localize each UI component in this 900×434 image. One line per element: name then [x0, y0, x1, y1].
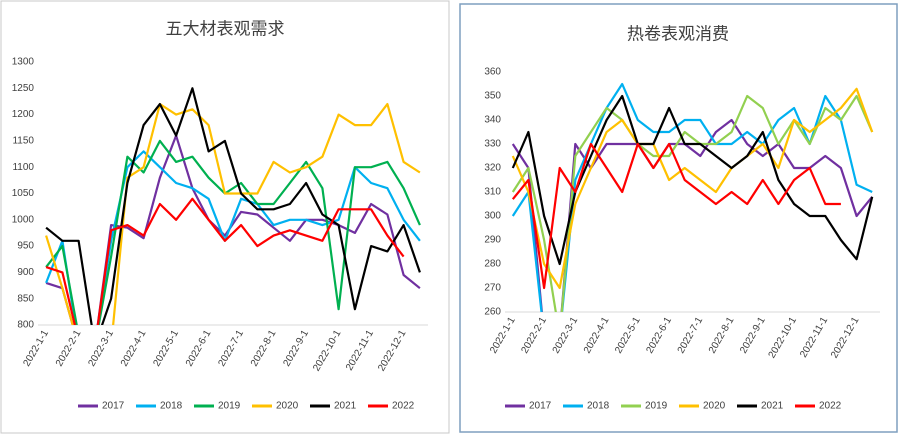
legend-label: 2021 [761, 401, 784, 412]
legend-label: 2020 [703, 401, 726, 412]
chart-title: 五大材表观需求 [166, 19, 285, 38]
y-tick-label: 310 [484, 187, 501, 198]
y-tick-label: 1100 [12, 162, 34, 173]
y-tick-label: 950 [17, 241, 34, 252]
legend-label: 2018 [160, 401, 183, 412]
y-tick-label: 290 [484, 235, 501, 246]
series-line [45, 150, 421, 325]
legend-label: 2022 [819, 401, 842, 412]
legend-label: 2019 [645, 401, 668, 412]
y-tick-label: 260 [484, 307, 501, 318]
y-tick-label: 360 [484, 67, 501, 78]
series-line [45, 139, 421, 325]
chart-title: 热卷表观消费 [627, 24, 729, 43]
series-line [45, 87, 421, 325]
y-tick-label: 800 [17, 320, 34, 331]
series-line [45, 197, 405, 325]
y-tick-label: 330 [484, 139, 501, 150]
y-tick-label: 1050 [12, 188, 35, 199]
y-tick-label: 1200 [12, 109, 35, 120]
legend-label: 2022 [392, 401, 415, 412]
legend-label: 2017 [102, 401, 125, 412]
series-line [511, 87, 874, 290]
y-tick-label: 900 [17, 267, 34, 278]
y-tick-label: 280 [484, 259, 501, 270]
y-tick-label: 1300 [12, 57, 35, 68]
panel [0, 0, 450, 434]
legend-label: 2020 [276, 401, 299, 412]
series-line [511, 94, 874, 266]
y-tick-label: 850 [17, 293, 34, 304]
series-line [45, 103, 421, 325]
y-tick-label: 1250 [12, 83, 35, 94]
legend-label: 2017 [529, 401, 552, 412]
y-tick-label: 320 [484, 163, 501, 174]
legend-label: 2019 [218, 401, 241, 412]
legend-label: 2018 [587, 401, 610, 412]
series-line [511, 142, 841, 290]
y-tick-label: 1150 [12, 136, 34, 147]
legend-label: 2021 [334, 401, 357, 412]
y-tick-label: 350 [484, 91, 501, 102]
y-tick-label: 300 [484, 211, 501, 222]
y-tick-label: 1000 [12, 214, 35, 225]
y-tick-label: 270 [484, 283, 501, 294]
panel [459, 3, 898, 433]
y-tick-label: 340 [484, 115, 501, 126]
